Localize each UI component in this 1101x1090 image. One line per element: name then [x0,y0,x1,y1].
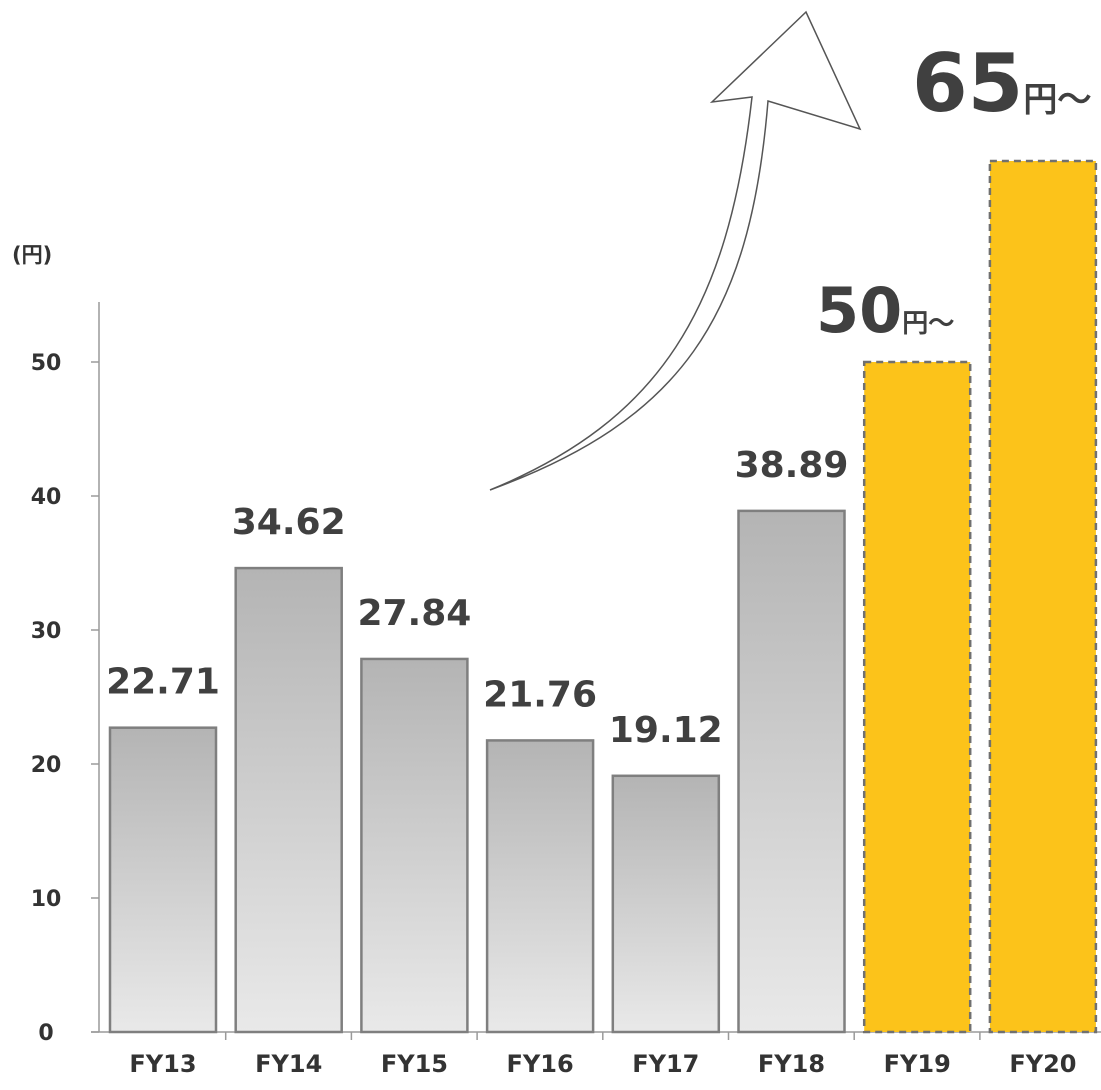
data-label-fy16: 21.76 [483,674,597,715]
data-label-fy13: 22.71 [106,662,220,703]
category-label-fy19: FY19 [884,1050,951,1078]
growth-arrow-icon [489,10,862,491]
category-label-fy20: FY20 [1009,1050,1076,1078]
bar-fy13 [108,726,218,1034]
category-label-fy17: FY17 [632,1050,699,1078]
y-tick-label: 20 [31,753,62,778]
callout-suffix: 円～ [1023,80,1091,120]
bar-fy15 [360,657,469,1034]
bar-fy17 [611,774,721,1034]
callout-number: 50 [816,274,902,347]
category-label-fy14: FY14 [255,1050,322,1078]
bar-fy19 [862,360,972,1034]
category-label-fy16: FY16 [507,1050,574,1078]
callout-fy20: 65円～ [912,37,1091,130]
bar-fy16 [485,739,595,1034]
callout-suffix: 円～ [902,309,954,339]
y-tick-label: 40 [31,485,62,510]
data-label-fy17: 19.12 [609,710,723,751]
category-label-fy13: FY13 [129,1050,196,1078]
y-tick-label: 50 [31,351,62,376]
data-label-fy15: 27.84 [357,593,471,634]
y-tick-label: 0 [38,1021,53,1046]
callout-fy19: 50円～ [816,274,954,347]
bar-fy14 [234,566,343,1034]
bars [108,159,1098,1034]
data-label-fy18: 38.89 [735,445,849,486]
callouts: 50円～65円～ [816,37,1091,347]
bar-fy18 [737,509,846,1034]
data-label-fy14: 34.62 [232,502,346,543]
category-label-fy18: FY18 [758,1050,825,1078]
callout-number: 65 [912,37,1023,130]
y-tick-label: 10 [31,887,62,912]
bar-fy20 [988,159,1098,1034]
y-tick-label: 30 [31,619,62,644]
category-label-fy15: FY15 [381,1050,448,1078]
x-axis-labels: FY13 FY14 FY15 FY16 FY17 FY18 FY19 FY20 [129,1050,1076,1078]
y-axis-unit-label: (円) [12,243,52,267]
data-labels: 22.71 34.62 27.84 21.76 19.12 38.89 [106,445,848,751]
